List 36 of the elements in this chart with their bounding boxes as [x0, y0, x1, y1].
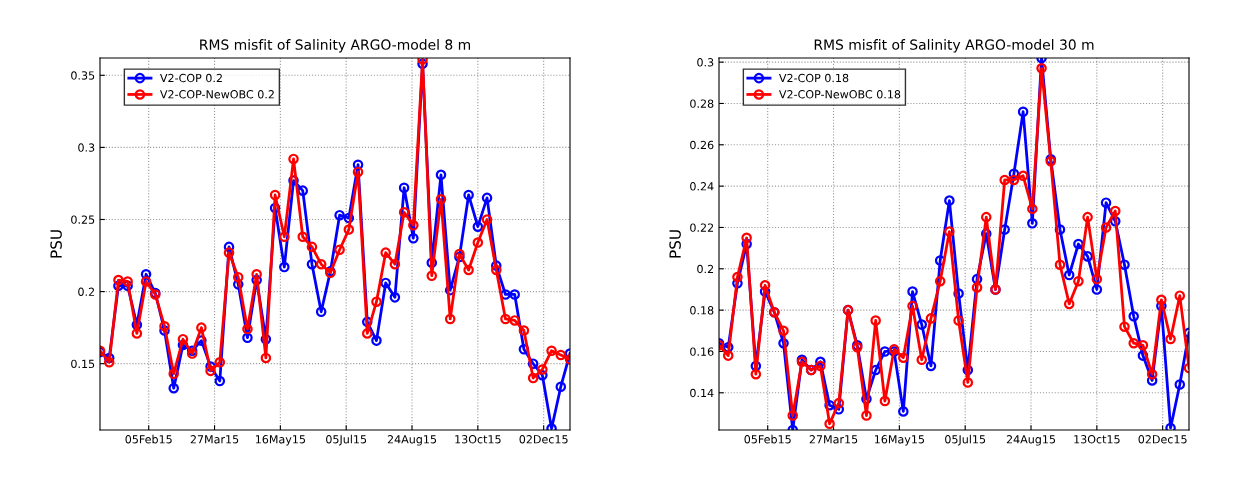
x-tick-label: 13Oct15 [455, 435, 501, 444]
y-tick-label: 0.24 [690, 182, 714, 191]
y-tick-label: 0.18 [690, 306, 714, 315]
legend-label: V2-COP-NewOBC 0.18 [779, 90, 901, 99]
y-tick-label: 0.35 [71, 71, 95, 80]
x-tick-label: 05Jul15 [945, 434, 986, 446]
x-tick-label: 27Mar15 [809, 435, 858, 444]
x-tick-label: 05Feb15 [125, 434, 172, 444]
legend-label: V2-COP 0.18 [779, 73, 849, 83]
y-axis-title: PSU [669, 230, 681, 258]
x-tick-label: 02Dec15 [519, 435, 568, 444]
x-tick-label: 24Aug15 [387, 435, 437, 446]
y-tick-label: 0.3 [697, 58, 714, 67]
y-tick-label: 0.15 [71, 359, 95, 369]
y-tick-label: 0.28 [690, 99, 714, 108]
chart-title: RMS misfit of Salinity ARGO-model 8 m [200, 39, 471, 53]
x-tick-label: 13Oct15 [1074, 435, 1120, 444]
y-tick-label: 0.16 [690, 347, 714, 356]
x-tick-label: 05Feb15 [744, 434, 791, 444]
y-tick-label: 0.3 [78, 143, 95, 152]
y-tick-label: 0.22 [690, 223, 714, 232]
y-tick-label: 0.25 [71, 215, 95, 224]
x-tick-label: 24Aug15 [1006, 435, 1056, 446]
x-tick-label: 02Dec15 [1138, 435, 1187, 444]
chart-title: RMS misfit of Salinity ARGO-model 30 m [814, 39, 1094, 53]
y-tick-label: 0.2 [697, 264, 714, 274]
legend-label: V2-COP 0.2 [160, 73, 222, 83]
y-tick-label: 0.2 [78, 287, 95, 296]
x-tick-label: 05Jul15 [326, 434, 367, 446]
x-tick-label: 27Mar15 [190, 435, 239, 444]
y-tick-label: 0.26 [690, 140, 714, 150]
x-tick-label: 16May15 [255, 435, 306, 446]
legend-label: V2-COP-NewOBC 0.2 [160, 90, 274, 99]
y-tick-label: 0.14 [690, 388, 714, 398]
x-tick-label: 16May15 [874, 435, 925, 446]
y-axis-title: PSU [50, 230, 62, 258]
